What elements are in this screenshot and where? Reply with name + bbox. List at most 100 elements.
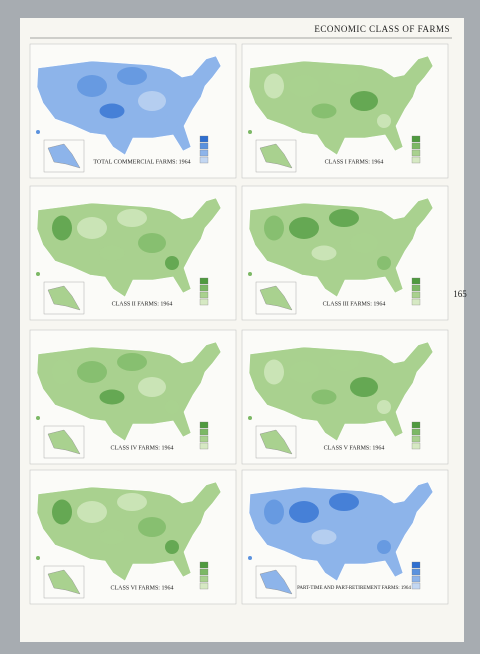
legend-swatch: [199, 135, 209, 143]
density-patch: [77, 501, 107, 523]
density-patch: [99, 529, 125, 545]
density-patch: [350, 233, 378, 253]
density-patch: [289, 501, 319, 523]
alaska-box: [43, 565, 85, 599]
density-patch: [311, 245, 337, 261]
map-panel: CLASS VI FARMS: 1964: [29, 469, 237, 605]
map-title: CLASS IV FARMS: 1964: [111, 445, 174, 451]
legend-swatch: [199, 582, 209, 590]
map-panel: CLASS III FARMS: 1964: [241, 185, 449, 321]
density-patch: [77, 75, 107, 97]
density-patch: [99, 389, 125, 405]
hawaii: [36, 130, 40, 134]
alaska: [47, 429, 81, 455]
map-panel: CLASS IV FARMS: 1964: [29, 329, 237, 465]
legend-swatch: [411, 156, 421, 164]
density-patch: [329, 209, 359, 227]
legend-swatch: [411, 284, 421, 292]
legend-swatch: [199, 568, 209, 576]
density-patch: [350, 377, 378, 397]
page-number: 165: [453, 289, 467, 299]
density-patch: [165, 540, 179, 554]
legend-swatch: [411, 582, 421, 590]
map-panels: TOTAL COMMERCIAL FARMS: 1964 CLASS I FARM…: [29, 43, 449, 605]
alaska-box: [255, 425, 297, 459]
legend-swatch: [199, 142, 209, 150]
density-patch: [77, 217, 107, 239]
density-patch: [264, 73, 284, 99]
alaska-box: [255, 281, 297, 315]
density-patch: [52, 73, 72, 99]
legend-swatch: [411, 435, 421, 443]
density-patch: [264, 359, 284, 385]
density-patch: [52, 215, 72, 241]
density-patch: [52, 359, 72, 385]
legend-swatch: [411, 291, 421, 299]
alaska-box: [255, 565, 297, 599]
hawaii: [36, 416, 40, 420]
hawaii: [248, 556, 252, 560]
map-panel: CLASS V FARMS: 1964: [241, 329, 449, 465]
alaska: [259, 429, 293, 455]
density-patch: [311, 389, 337, 405]
legend-swatch: [411, 575, 421, 583]
density-patch: [329, 353, 359, 371]
page-title: ECONOMIC CLASS OF FARMS: [314, 24, 450, 34]
map-title: CLASS VI FARMS: 1964: [111, 585, 174, 591]
hawaii: [36, 272, 40, 276]
map-title: CLASS V FARMS: 1964: [324, 445, 385, 451]
alaska-box: [43, 139, 85, 173]
legend-swatch: [411, 568, 421, 576]
map-panel: PART-TIME AND PART-RETIREMENT FARMS: 196…: [241, 469, 449, 605]
density-patch: [377, 114, 391, 128]
density-patch: [165, 114, 179, 128]
legend-swatch: [199, 298, 209, 306]
legend-swatch: [411, 142, 421, 150]
legend-swatch: [411, 277, 421, 285]
legend-swatch: [411, 442, 421, 450]
legend-swatch: [411, 149, 421, 157]
map-panel: TOTAL COMMERCIAL FARMS: 1964: [29, 43, 237, 179]
alaska-box: [255, 139, 297, 173]
map-title: CLASS III FARMS: 1964: [323, 301, 386, 307]
density-patch: [377, 540, 391, 554]
density-patch: [329, 67, 359, 85]
legend-swatch: [199, 575, 209, 583]
map-title: CLASS I FARMS: 1964: [325, 159, 384, 165]
density-patch: [289, 217, 319, 239]
map-panel: CLASS I FARMS: 1964: [241, 43, 449, 179]
alaska-box: [43, 425, 85, 459]
alaska: [47, 569, 81, 595]
legend-swatch: [199, 428, 209, 436]
density-patch: [99, 245, 125, 261]
density-patch: [329, 493, 359, 511]
legend-swatch: [411, 298, 421, 306]
legend-swatch: [199, 421, 209, 429]
density-patch: [138, 377, 166, 397]
density-patch: [117, 353, 147, 371]
alaska: [47, 143, 81, 169]
density-patch: [264, 215, 284, 241]
density-patch: [165, 400, 179, 414]
legend-swatch: [411, 561, 421, 569]
legend-swatch: [199, 277, 209, 285]
alaska: [47, 285, 81, 311]
density-patch: [377, 256, 391, 270]
alaska: [259, 569, 293, 595]
legend-swatch: [199, 284, 209, 292]
density-patch: [138, 517, 166, 537]
hawaii: [248, 272, 252, 276]
legend-swatch: [411, 428, 421, 436]
map-title: PART-TIME AND PART-RETIREMENT FARMS: 196…: [297, 586, 411, 591]
density-patch: [311, 103, 337, 119]
density-patch: [138, 91, 166, 111]
density-patch: [77, 361, 107, 383]
density-patch: [52, 499, 72, 525]
legend-swatch: [199, 435, 209, 443]
density-patch: [117, 67, 147, 85]
legend-swatch: [199, 442, 209, 450]
density-patch: [377, 400, 391, 414]
density-patch: [350, 91, 378, 111]
density-patch: [311, 529, 337, 545]
